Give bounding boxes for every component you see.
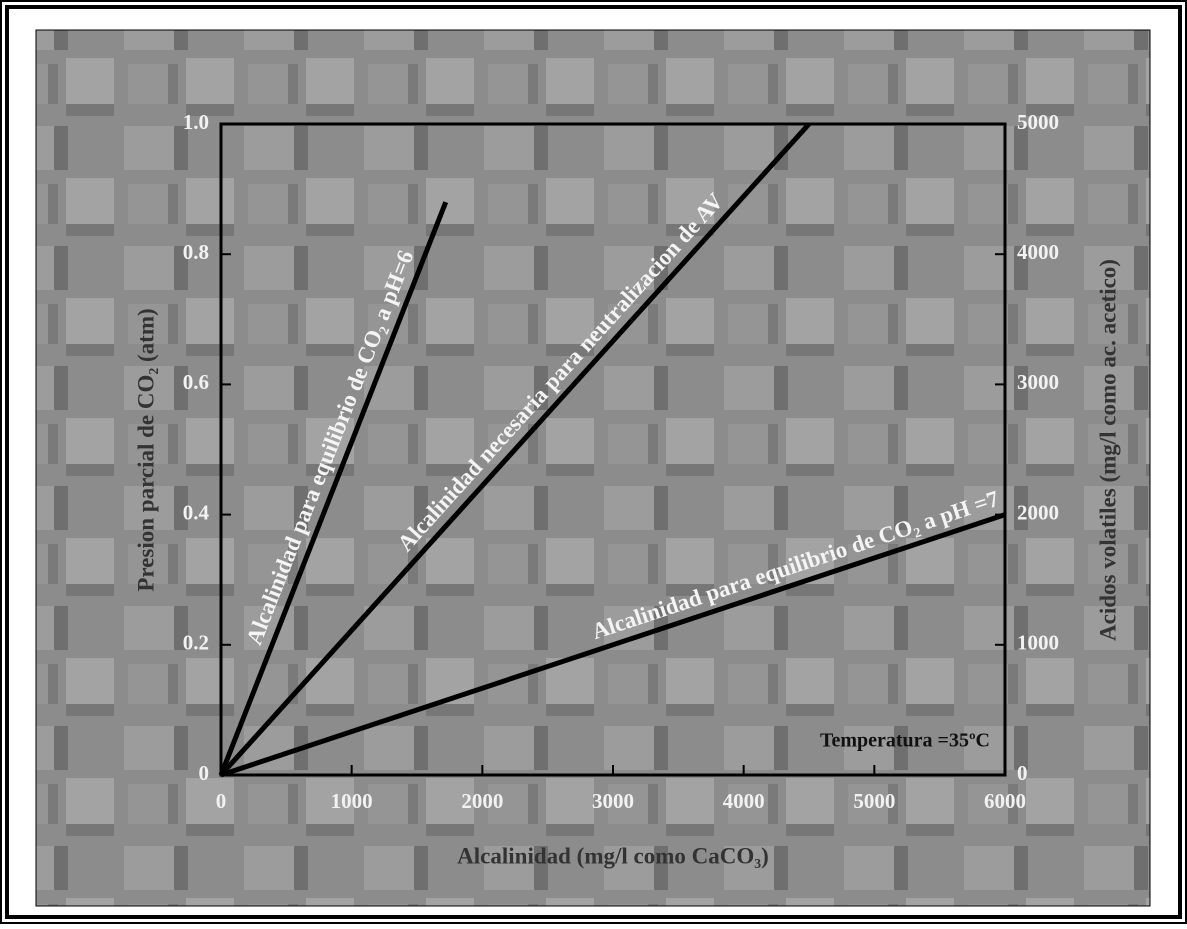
y2-tick-label: 2000 xyxy=(1017,500,1059,524)
y2-tick-label: 1000 xyxy=(1017,631,1059,655)
x-tick-label: 6000 xyxy=(984,789,1026,813)
y-tick-label: 0.8 xyxy=(183,240,209,264)
annotation: Temperatura =35ºC xyxy=(820,730,990,752)
x-tick-label: 5000 xyxy=(853,789,895,813)
y-tick-label: 1.0 xyxy=(183,110,209,134)
y2-axis-title: Acidos volatiles (mg/l como ac. acetico) xyxy=(1095,259,1120,641)
panel-border xyxy=(35,29,1151,907)
x-axis-title: Alcalinidad (mg/l como CaCO₃) xyxy=(457,843,769,868)
x-tick-label: 2000 xyxy=(461,789,503,813)
y-tick-label: 0 xyxy=(199,761,210,785)
y2-tick-label: 0 xyxy=(1017,761,1028,785)
y2-tick-label: 3000 xyxy=(1017,370,1059,394)
series-line xyxy=(218,201,449,776)
series-line xyxy=(219,122,811,777)
x-tick-label: 3000 xyxy=(592,789,634,813)
y-tick-label: 0.6 xyxy=(183,370,209,394)
y-tick-label: 0.2 xyxy=(183,631,209,655)
series-line xyxy=(220,512,1006,778)
x-tick-label: 1000 xyxy=(331,789,373,813)
y-axis-title: Presion parcial de CO₂ (atm) xyxy=(133,308,158,591)
x-tick-label: 0 xyxy=(216,789,227,813)
inner-frame xyxy=(5,5,1182,919)
y2-tick-label: 4000 xyxy=(1017,240,1059,264)
y-tick-label: 0.4 xyxy=(183,500,210,524)
x-tick-label: 4000 xyxy=(723,789,765,813)
y2-tick-label: 5000 xyxy=(1017,110,1059,134)
